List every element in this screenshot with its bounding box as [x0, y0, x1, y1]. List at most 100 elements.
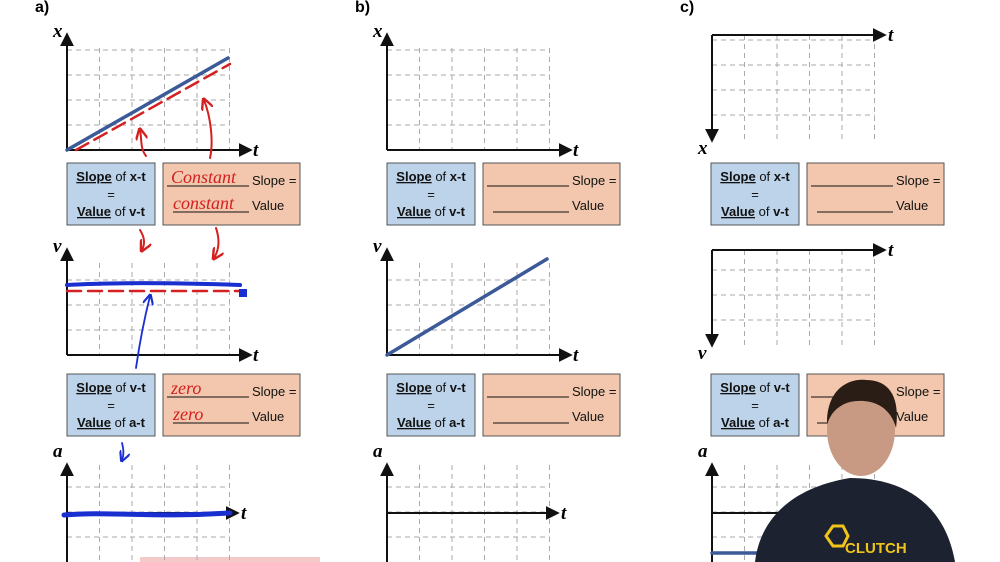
graph-name: a-t: [129, 415, 146, 430]
annotation: [214, 227, 218, 258]
box-line: Value of a-t: [721, 415, 790, 430]
definition-box: [710, 373, 800, 437]
slope-label: Slope =: [572, 384, 616, 399]
y-axis-label: x: [52, 21, 63, 42]
value-label: Value: [896, 198, 928, 213]
shirt-logo-hex: [824, 524, 850, 548]
answer-box: [806, 162, 945, 226]
presenter-shirt: [755, 478, 955, 562]
of-word: of: [759, 380, 770, 395]
value-label: Value: [572, 198, 604, 213]
box-line: Value of a-t: [77, 415, 146, 430]
panel-label: b): [355, 0, 370, 16]
handwritten-answer: zero: [170, 378, 201, 398]
annotation: [135, 296, 150, 369]
of-word: of: [759, 169, 770, 184]
slope-label: Slope =: [572, 173, 616, 188]
x-axis-label: t: [253, 140, 259, 161]
graph-name: v-t: [774, 380, 791, 395]
graph-name: v-t: [450, 380, 467, 395]
graph-name: x-t: [450, 169, 467, 184]
definition-box: [386, 162, 476, 226]
slope-label: Slope =: [896, 173, 940, 188]
answer-box: [482, 373, 621, 437]
annotation: [139, 229, 144, 250]
x-axis-label: t: [888, 240, 894, 261]
x-axis-label: t: [888, 25, 894, 46]
x-axis-label: t: [253, 345, 259, 366]
slope-word: Slope: [76, 169, 111, 184]
of-word: of: [115, 380, 126, 395]
value-label: Value: [572, 409, 604, 424]
definition-box: [710, 162, 800, 226]
box-line: Value of v-t: [397, 204, 466, 219]
box-line: Value of v-t: [77, 204, 146, 219]
x-axis-label: t: [573, 140, 579, 161]
value-label: Value: [896, 409, 928, 424]
value-word: Value: [721, 415, 755, 430]
slope-word: Slope: [396, 380, 431, 395]
x-axis-label: t: [241, 503, 247, 524]
equals: =: [751, 187, 759, 202]
slope-word: Slope: [720, 380, 755, 395]
box-line: Slope of x-t: [76, 169, 146, 184]
value-label: Value: [252, 198, 284, 213]
annotation: [122, 442, 124, 460]
equals: =: [427, 187, 435, 202]
of-word: of: [115, 204, 126, 219]
equals: =: [107, 398, 115, 413]
annotation: [204, 100, 212, 159]
y-axis-label: x: [697, 138, 708, 159]
value-word: Value: [77, 204, 111, 219]
answer-box: [162, 373, 301, 437]
slope-label: Slope =: [896, 384, 940, 399]
definition-box: [66, 162, 156, 226]
graph-name: x-t: [130, 169, 147, 184]
value-word: Value: [721, 204, 755, 219]
slope-word: Slope: [76, 380, 111, 395]
x-axis-label: t: [561, 503, 567, 524]
definition-box: [386, 373, 476, 437]
box-line: Slope of x-t: [720, 169, 790, 184]
of-word: of: [115, 415, 126, 430]
value-word: Value: [397, 415, 431, 430]
annotation: [239, 289, 247, 297]
presenter-head: [827, 384, 895, 476]
slope-label: Slope =: [252, 173, 296, 188]
annotation: [65, 281, 242, 287]
graph-name: v-t: [129, 204, 146, 219]
panel-label: a): [35, 0, 49, 16]
equals: =: [427, 398, 435, 413]
value-label: Value: [252, 409, 284, 424]
graph-name: v-t: [449, 204, 466, 219]
y-axis-label: v: [53, 236, 62, 257]
annotation: [61, 510, 233, 518]
of-word: of: [435, 380, 446, 395]
box-line: Slope of v-t: [396, 380, 466, 395]
answer-box: [162, 162, 301, 226]
y-axis-label: a: [373, 441, 383, 462]
handwritten-answer: constant: [173, 193, 235, 213]
shirt-logo: CLUTCH: [845, 540, 907, 557]
graph-name: a-t: [773, 415, 790, 430]
annotation: [65, 56, 230, 152]
definition-box: [66, 373, 156, 437]
of-word: of: [435, 415, 446, 430]
box-line: Slope of v-t: [76, 380, 146, 395]
y-axis-label: x: [372, 21, 383, 42]
of-word: of: [759, 204, 770, 219]
of-word: of: [759, 415, 770, 430]
slope-word: Slope: [720, 169, 755, 184]
graph-name: a-t: [449, 415, 466, 430]
annotation: [74, 62, 232, 152]
box-line: Value of a-t: [397, 415, 466, 430]
x-axis-label: t: [573, 345, 579, 366]
box-line: Slope of x-t: [396, 169, 466, 184]
equals: =: [751, 398, 759, 413]
y-axis-label: v: [373, 236, 382, 257]
y-axis-label: a: [53, 441, 63, 462]
slope-word: Slope: [396, 169, 431, 184]
value-word: Value: [397, 204, 431, 219]
answer-box: [482, 162, 621, 226]
